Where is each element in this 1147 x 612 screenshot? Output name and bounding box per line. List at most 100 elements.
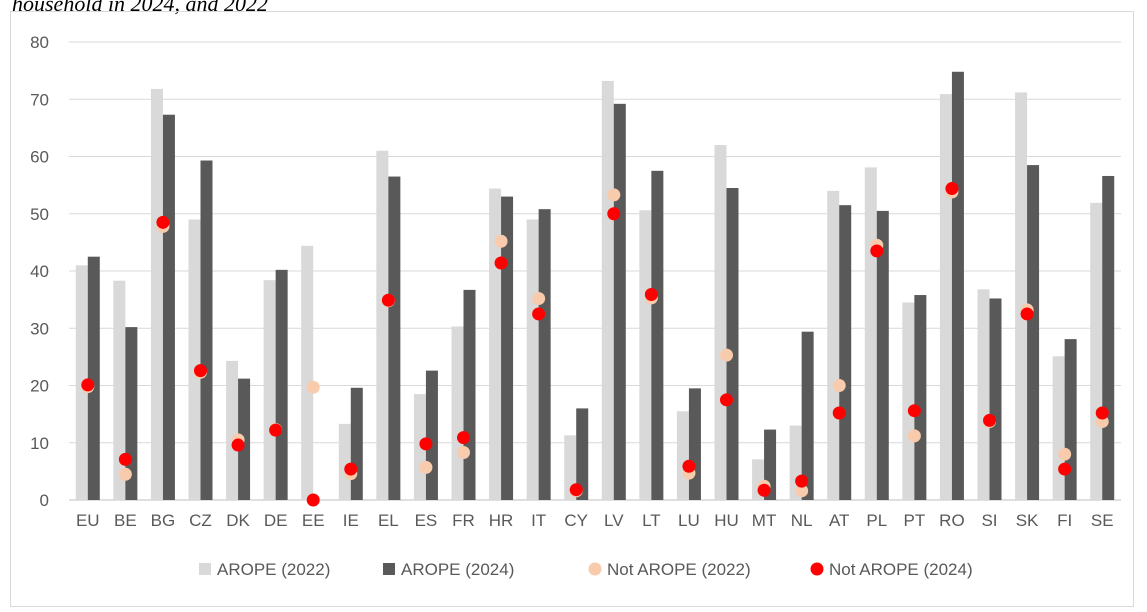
bar-el-arope-2024 (388, 176, 401, 500)
dot-it-not-arope-2024 (532, 307, 546, 321)
x-tick-label: PL (866, 511, 887, 530)
y-tick-label: 50 (30, 205, 49, 224)
y-axis-ticks: 0 10 20 30 40 50 60 70 80 (30, 33, 49, 510)
dot-hr-not-arope-2022 (494, 234, 508, 248)
x-tick-label: BE (114, 511, 137, 530)
bar-at-arope-2022 (827, 190, 840, 500)
chart-frame: 0 10 20 30 40 50 60 70 80 EU BE BG CZ DK DE EE IE EL ES FR… (10, 11, 1134, 607)
dot-pt-not-arope-2024 (907, 404, 921, 418)
dot-ee-not-arope-2022 (306, 380, 320, 394)
dot-hr-not-arope-2024 (494, 256, 508, 270)
x-tick-label: RO (939, 511, 965, 530)
bar-se-arope-2022 (1090, 202, 1103, 500)
dot-be-not-arope-2022 (118, 467, 132, 481)
x-tick-label: DE (264, 511, 288, 530)
bar-pl-arope-2024 (876, 210, 889, 500)
x-tick-label: EL (378, 511, 399, 530)
x-tick-label: DK (226, 511, 250, 530)
dot-nl-not-arope-2022 (795, 484, 809, 498)
legend-label: Not AROPE (2024) (829, 560, 973, 579)
bar-se-arope-2024 (1102, 175, 1115, 500)
bar-pt-arope-2024 (914, 295, 927, 500)
y-tick-label: 40 (30, 262, 49, 281)
dot-lv-not-arope-2024 (607, 207, 621, 221)
bar-hu-arope-2024 (726, 187, 739, 501)
legend-label: AROPE (2024) (401, 560, 514, 579)
bar-es-arope-2024 (425, 370, 438, 500)
bar-ie-arope-2022 (338, 423, 351, 500)
bar-es-arope-2022 (413, 394, 426, 500)
bar-de-arope-2024 (275, 269, 288, 500)
dot-si-not-arope-2024 (983, 413, 996, 427)
bar-ro-arope-2022 (939, 94, 952, 500)
legend: AROPE (2022) AROPE (2024) Not AROPE (2022)… (199, 560, 973, 579)
dot-de-not-arope-2024 (269, 423, 283, 437)
legend-swatch (588, 562, 602, 576)
dot-pl-not-arope-2024 (870, 244, 884, 258)
dot-fr-not-arope-2024 (457, 431, 470, 445)
bar-bg-arope-2024 (162, 114, 175, 501)
x-tick-label: HU (714, 511, 739, 530)
bar-cz-arope-2022 (188, 219, 201, 500)
bar-fr-arope-2024 (463, 289, 476, 500)
dot-es-not-arope-2024 (419, 437, 433, 451)
dot-cz-not-arope-2024 (194, 364, 207, 378)
x-tick-label: CY (564, 511, 588, 530)
x-tick-label: NL (791, 511, 813, 530)
legend-label: Not AROPE (2022) (607, 560, 751, 579)
y-tick-label: 0 (40, 491, 49, 510)
x-tick-label: CZ (189, 511, 212, 530)
bar-lu-arope-2024 (688, 388, 701, 500)
bar-cy-arope-2022 (564, 435, 577, 500)
x-tick-label: LT (642, 511, 661, 530)
bar-ro-arope-2024 (951, 71, 964, 500)
dot-at-not-arope-2022 (832, 379, 846, 392)
bar-lt-arope-2022 (639, 210, 652, 500)
x-tick-label: HR (489, 511, 514, 530)
bar-si-arope-2024 (989, 298, 1002, 500)
x-tick-label: IE (343, 511, 359, 530)
x-tick-label: EE (302, 511, 325, 530)
bar-it-arope-2022 (526, 219, 539, 500)
x-tick-label: LV (604, 511, 624, 530)
y-tick-label: 20 (30, 377, 49, 396)
dot-it-not-arope-2022 (532, 291, 546, 305)
chart-canvas: 0 10 20 30 40 50 60 70 80 EU BE BG CZ DK DE EE IE EL ES FR… (30, 33, 1121, 579)
bar-pl-arope-2022 (864, 167, 877, 500)
dot-es-not-arope-2022 (419, 460, 433, 474)
x-axis-ticks: EU BE BG CZ DK DE EE IE EL ES FR HR IT CY LV LT LU HU MT NL… (76, 511, 1114, 530)
dot-at-not-arope-2024 (832, 406, 846, 420)
dot-pt-not-arope-2022 (907, 429, 921, 443)
bar-cz-arope-2024 (200, 160, 213, 500)
bar-lv-arope-2024 (613, 103, 626, 500)
y-tick-label: 10 (30, 434, 49, 453)
bar-ie-arope-2024 (350, 387, 363, 500)
bar-sk-arope-2024 (1027, 165, 1040, 500)
dot-lv-not-arope-2022 (607, 188, 621, 202)
bar-fi-arope-2022 (1052, 356, 1065, 500)
bar-de-arope-2022 (263, 280, 276, 500)
dot-lt-not-arope-2024 (644, 287, 658, 301)
x-tick-label: SI (981, 511, 997, 530)
dot-el-not-arope-2024 (381, 293, 395, 307)
bar-at-arope-2024 (839, 205, 852, 500)
x-tick-label: ES (415, 511, 438, 530)
x-tick-label: MT (752, 511, 777, 530)
bar-nl-arope-2024 (801, 331, 814, 500)
dot-hu-not-arope-2024 (720, 393, 733, 407)
dot-lu-not-arope-2024 (682, 459, 696, 473)
dot-fi-not-arope-2022 (1058, 447, 1072, 461)
bar-fi-arope-2024 (1064, 339, 1077, 500)
legend-swatch (383, 563, 395, 575)
y-tick-label: 60 (30, 148, 49, 167)
dot-bg-not-arope-2024 (156, 215, 170, 229)
x-tick-label: EU (76, 511, 100, 530)
legend-swatch (810, 562, 824, 576)
x-tick-label: FR (452, 511, 475, 530)
dot-sk-not-arope-2024 (1020, 307, 1034, 321)
dot-ro-not-arope-2024 (945, 182, 959, 196)
x-tick-label: AT (829, 511, 849, 530)
bar-sk-arope-2022 (1015, 92, 1028, 500)
dot-dk-not-arope-2024 (231, 438, 245, 452)
x-tick-label: IT (531, 511, 546, 530)
